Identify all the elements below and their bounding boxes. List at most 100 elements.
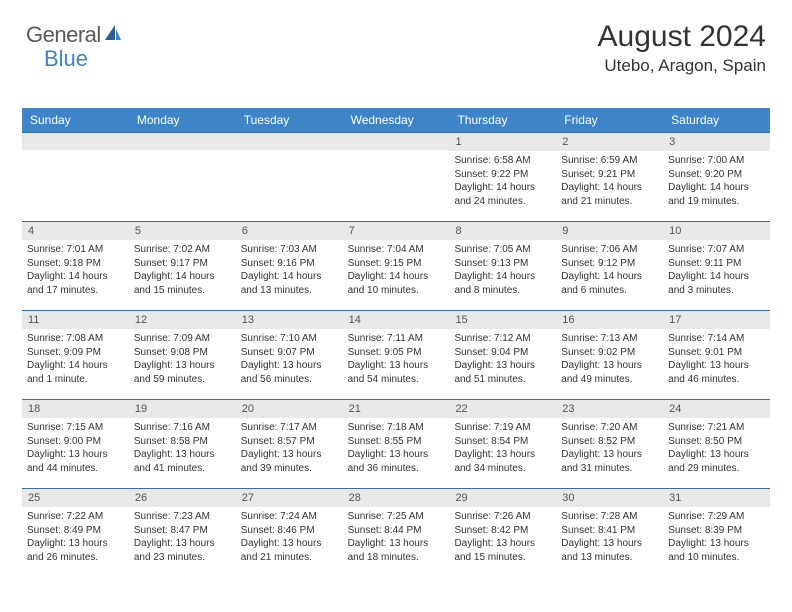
day-number: 16 [556, 311, 663, 329]
weekday-header: Friday [556, 108, 663, 132]
day-cell: 6Sunrise: 7:03 AMSunset: 9:16 PMDaylight… [236, 222, 343, 310]
day-cell: 28Sunrise: 7:25 AMSunset: 8:44 PMDayligh… [343, 489, 450, 577]
day-content: Sunrise: 6:58 AMSunset: 9:22 PMDaylight:… [449, 151, 556, 212]
weekday-header: Tuesday [236, 108, 343, 132]
day-cell: 31Sunrise: 7:29 AMSunset: 8:39 PMDayligh… [663, 489, 770, 577]
day-cell: 14Sunrise: 7:11 AMSunset: 9:05 PMDayligh… [343, 311, 450, 399]
day-content: Sunrise: 7:15 AMSunset: 9:00 PMDaylight:… [22, 418, 129, 479]
day-cell: 24Sunrise: 7:21 AMSunset: 8:50 PMDayligh… [663, 400, 770, 488]
day-number: 20 [236, 400, 343, 418]
calendar-grid: SundayMondayTuesdayWednesdayThursdayFrid… [22, 108, 770, 577]
day-number: 10 [663, 222, 770, 240]
day-number: 4 [22, 222, 129, 240]
day-number: 28 [343, 489, 450, 507]
day-content: Sunrise: 7:01 AMSunset: 9:18 PMDaylight:… [22, 240, 129, 301]
day-cell: 2Sunrise: 6:59 AMSunset: 9:21 PMDaylight… [556, 133, 663, 221]
weekday-header: Thursday [449, 108, 556, 132]
day-content: Sunrise: 7:20 AMSunset: 8:52 PMDaylight:… [556, 418, 663, 479]
day-content: Sunrise: 7:11 AMSunset: 9:05 PMDaylight:… [343, 329, 450, 390]
day-number: 24 [663, 400, 770, 418]
day-cell [343, 133, 450, 221]
day-cell: 19Sunrise: 7:16 AMSunset: 8:58 PMDayligh… [129, 400, 236, 488]
day-content: Sunrise: 7:26 AMSunset: 8:42 PMDaylight:… [449, 507, 556, 568]
location-text: Utebo, Aragon, Spain [598, 56, 766, 76]
day-content: Sunrise: 7:07 AMSunset: 9:11 PMDaylight:… [663, 240, 770, 301]
weekday-header: Monday [129, 108, 236, 132]
day-number: 12 [129, 311, 236, 329]
day-number [129, 133, 236, 150]
day-content: Sunrise: 7:05 AMSunset: 9:13 PMDaylight:… [449, 240, 556, 301]
day-content: Sunrise: 7:04 AMSunset: 9:15 PMDaylight:… [343, 240, 450, 301]
weekday-header: Sunday [22, 108, 129, 132]
day-cell: 17Sunrise: 7:14 AMSunset: 9:01 PMDayligh… [663, 311, 770, 399]
day-cell: 5Sunrise: 7:02 AMSunset: 9:17 PMDaylight… [129, 222, 236, 310]
day-cell: 1Sunrise: 6:58 AMSunset: 9:22 PMDaylight… [449, 133, 556, 221]
day-cell [22, 133, 129, 221]
day-cell: 21Sunrise: 7:18 AMSunset: 8:55 PMDayligh… [343, 400, 450, 488]
day-content: Sunrise: 7:19 AMSunset: 8:54 PMDaylight:… [449, 418, 556, 479]
day-content: Sunrise: 7:28 AMSunset: 8:41 PMDaylight:… [556, 507, 663, 568]
day-content: Sunrise: 7:23 AMSunset: 8:47 PMDaylight:… [129, 507, 236, 568]
day-number: 1 [449, 133, 556, 151]
day-content: Sunrise: 7:16 AMSunset: 8:58 PMDaylight:… [129, 418, 236, 479]
day-content: Sunrise: 7:06 AMSunset: 9:12 PMDaylight:… [556, 240, 663, 301]
day-number: 26 [129, 489, 236, 507]
header-right: August 2024 Utebo, Aragon, Spain [598, 20, 766, 76]
day-content: Sunrise: 7:03 AMSunset: 9:16 PMDaylight:… [236, 240, 343, 301]
day-number: 13 [236, 311, 343, 329]
day-number: 17 [663, 311, 770, 329]
day-number: 6 [236, 222, 343, 240]
day-number: 15 [449, 311, 556, 329]
day-cell: 13Sunrise: 7:10 AMSunset: 9:07 PMDayligh… [236, 311, 343, 399]
day-cell: 8Sunrise: 7:05 AMSunset: 9:13 PMDaylight… [449, 222, 556, 310]
day-cell [236, 133, 343, 221]
day-number: 31 [663, 489, 770, 507]
week-row: 11Sunrise: 7:08 AMSunset: 9:09 PMDayligh… [22, 310, 770, 399]
logo-sail-icon [103, 23, 123, 48]
day-number: 11 [22, 311, 129, 329]
day-cell: 10Sunrise: 7:07 AMSunset: 9:11 PMDayligh… [663, 222, 770, 310]
day-cell: 20Sunrise: 7:17 AMSunset: 8:57 PMDayligh… [236, 400, 343, 488]
day-content: Sunrise: 7:29 AMSunset: 8:39 PMDaylight:… [663, 507, 770, 568]
day-cell: 27Sunrise: 7:24 AMSunset: 8:46 PMDayligh… [236, 489, 343, 577]
day-number: 14 [343, 311, 450, 329]
day-content: Sunrise: 7:12 AMSunset: 9:04 PMDaylight:… [449, 329, 556, 390]
week-row: 4Sunrise: 7:01 AMSunset: 9:18 PMDaylight… [22, 221, 770, 310]
day-content: Sunrise: 7:21 AMSunset: 8:50 PMDaylight:… [663, 418, 770, 479]
day-content: Sunrise: 7:24 AMSunset: 8:46 PMDaylight:… [236, 507, 343, 568]
logo-text-blue: Blue [44, 46, 88, 72]
day-number: 9 [556, 222, 663, 240]
day-content: Sunrise: 7:14 AMSunset: 9:01 PMDaylight:… [663, 329, 770, 390]
day-content: Sunrise: 7:00 AMSunset: 9:20 PMDaylight:… [663, 151, 770, 212]
week-row: 25Sunrise: 7:22 AMSunset: 8:49 PMDayligh… [22, 488, 770, 577]
day-number: 21 [343, 400, 450, 418]
day-number: 25 [22, 489, 129, 507]
day-number: 19 [129, 400, 236, 418]
day-number: 2 [556, 133, 663, 151]
weekday-header-row: SundayMondayTuesdayWednesdayThursdayFrid… [22, 108, 770, 132]
day-number: 5 [129, 222, 236, 240]
day-content: Sunrise: 7:09 AMSunset: 9:08 PMDaylight:… [129, 329, 236, 390]
day-cell: 26Sunrise: 7:23 AMSunset: 8:47 PMDayligh… [129, 489, 236, 577]
day-number: 23 [556, 400, 663, 418]
day-number: 8 [449, 222, 556, 240]
day-cell [129, 133, 236, 221]
day-cell: 18Sunrise: 7:15 AMSunset: 9:00 PMDayligh… [22, 400, 129, 488]
day-number [236, 133, 343, 150]
day-cell: 3Sunrise: 7:00 AMSunset: 9:20 PMDaylight… [663, 133, 770, 221]
day-cell: 22Sunrise: 7:19 AMSunset: 8:54 PMDayligh… [449, 400, 556, 488]
day-number: 27 [236, 489, 343, 507]
day-cell: 23Sunrise: 7:20 AMSunset: 8:52 PMDayligh… [556, 400, 663, 488]
weekday-header: Wednesday [343, 108, 450, 132]
day-content: Sunrise: 7:10 AMSunset: 9:07 PMDaylight:… [236, 329, 343, 390]
day-number [343, 133, 450, 150]
month-title: August 2024 [598, 20, 766, 54]
day-content: Sunrise: 7:22 AMSunset: 8:49 PMDaylight:… [22, 507, 129, 568]
day-number: 22 [449, 400, 556, 418]
day-cell: 9Sunrise: 7:06 AMSunset: 9:12 PMDaylight… [556, 222, 663, 310]
day-cell: 4Sunrise: 7:01 AMSunset: 9:18 PMDaylight… [22, 222, 129, 310]
week-row: 1Sunrise: 6:58 AMSunset: 9:22 PMDaylight… [22, 132, 770, 221]
weekday-header: Saturday [663, 108, 770, 132]
day-cell: 15Sunrise: 7:12 AMSunset: 9:04 PMDayligh… [449, 311, 556, 399]
day-number: 29 [449, 489, 556, 507]
